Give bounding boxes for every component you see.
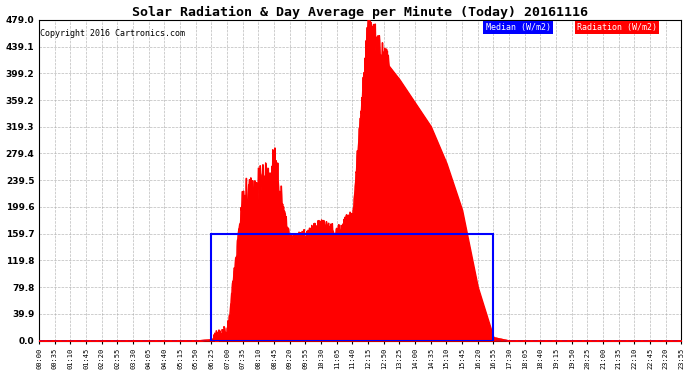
Text: Copyright 2016 Cartronics.com: Copyright 2016 Cartronics.com — [40, 29, 185, 38]
Text: Median (W/m2): Median (W/m2) — [486, 23, 551, 32]
Bar — [212, 234, 493, 340]
Text: Radiation (W/m2): Radiation (W/m2) — [578, 23, 658, 32]
Title: Solar Radiation & Day Average per Minute (Today) 20161116: Solar Radiation & Day Average per Minute… — [132, 6, 589, 19]
